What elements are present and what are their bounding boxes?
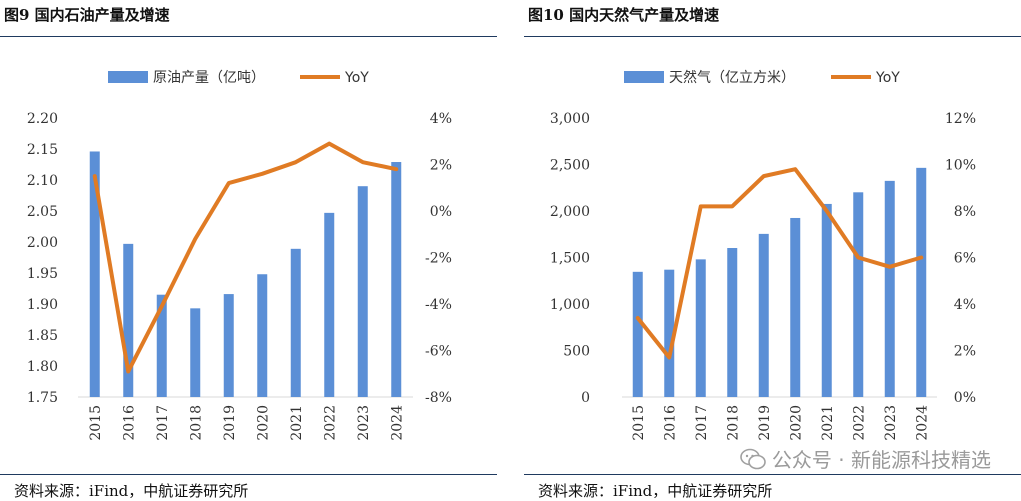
gas-chart-title: 图10 国内天然气产量及增速: [528, 6, 720, 24]
gas-yoy-line: [635, 167, 924, 360]
gas-bar: [916, 167, 927, 397]
oil-category-label: 2022: [322, 405, 338, 441]
gas-category-label: 2021: [820, 405, 836, 441]
gas-right-tick-label: 4%: [954, 297, 976, 313]
oil-left-tick-label: 1.80: [27, 359, 58, 375]
oil-bar: [123, 243, 134, 397]
oil-bar: [357, 186, 368, 397]
oil-bar: [190, 308, 201, 397]
oil-category-label: 2015: [88, 405, 104, 441]
oil-left-tick-label: 1.75: [27, 390, 58, 406]
gas-bar: [853, 192, 864, 397]
gas-bottom-divider: [524, 474, 1021, 475]
gas-category-label: 2015: [631, 405, 647, 441]
gas-right-tick-label: 12%: [945, 111, 976, 127]
oil-left-tick-label: 2.10: [27, 173, 58, 189]
oil-category-label: 2020: [255, 405, 271, 441]
oil-bar: [223, 294, 234, 397]
gas-bar: [790, 217, 801, 397]
oil-right-tick-label: -4%: [425, 297, 452, 313]
oil-bar: [156, 294, 167, 397]
gas-category-label: 2018: [725, 405, 741, 441]
gas-bar: [758, 233, 769, 397]
wechat-icon: [740, 448, 766, 475]
gas-legend-bar-label: 天然气（亿立方米）: [669, 69, 795, 86]
oil-title-divider: [0, 36, 497, 37]
gas-bar: [664, 269, 675, 397]
gas-chart-panel: 图10 国内天然气产量及增速 天然气（亿立方米） YoY 3,000 2,500 2,0…: [524, 0, 1021, 501]
gas-legend-bar-swatch: [624, 71, 664, 83]
oil-bar: [257, 274, 268, 397]
oil-category-label: 2021: [289, 405, 305, 441]
oil-category-label: 2017: [155, 405, 171, 441]
gas-bar: [727, 248, 738, 397]
gas-left-tick-label: 1,000: [550, 297, 590, 313]
oil-category-label: 2024: [389, 405, 405, 441]
oil-category-label: 2018: [188, 405, 204, 441]
gas-category-label: 2017: [694, 405, 710, 441]
oil-left-tick-label: 1.85: [27, 328, 58, 344]
gas-left-tick-label: 2,000: [550, 204, 590, 220]
oil-category-label: 2019: [222, 405, 238, 441]
oil-left-tick-label: 2.00: [27, 235, 58, 251]
gas-bar: [695, 259, 706, 397]
oil-left-tick-label: 2.05: [27, 204, 58, 220]
gas-category-label: 2023: [883, 405, 899, 441]
gas-right-tick-label: 8%: [954, 204, 976, 220]
gas-bar: [632, 271, 643, 397]
oil-chart-title: 图9 国内石油产量及增速: [4, 6, 170, 24]
oil-bar: [324, 212, 335, 397]
gas-left-tick-label: 2,500: [550, 158, 590, 174]
oil-category-label: 2023: [356, 405, 372, 441]
oil-bar: [391, 162, 402, 397]
gas-bar: [884, 180, 895, 397]
oil-left-tick-label: 1.95: [27, 266, 58, 282]
oil-right-tick-label: 0%: [430, 204, 452, 220]
gas-legend: 天然气（亿立方米） YoY: [624, 69, 900, 86]
oil-legend-bar-swatch: [108, 71, 148, 83]
gas-legend-line-label: YoY: [875, 70, 900, 86]
oil-bar: [89, 151, 100, 397]
gas-category-label: 2016: [662, 405, 678, 441]
gas-right-tick-label: 2%: [954, 344, 976, 360]
gas-right-tick-label: 10%: [945, 158, 976, 174]
gas-left-tick-label: 3,000: [550, 111, 590, 127]
oil-right-tick-label: 4%: [430, 111, 452, 127]
oil-legend-line-label: YoY: [344, 70, 369, 86]
oil-right-tick-label: -2%: [425, 251, 452, 267]
oil-chart-panel: 图9 国内石油产量及增速 原油产量（亿吨） YoY 2.20 2.15 2.10 2.05…: [0, 0, 497, 501]
gas-category-label: 2022: [851, 405, 867, 441]
oil-chart-svg: 原油产量（亿吨） YoY 2.20 2.15 2.10 2.05 2.00 1.95 1.90 1…: [27, 70, 452, 441]
oil-left-tick-label: 2.20: [27, 111, 58, 127]
gas-title-divider: [524, 36, 1021, 37]
oil-right-tick-label: -6%: [425, 344, 452, 360]
gas-category-label: 2024: [914, 405, 930, 441]
oil-legend-bar-label: 原油产量（亿吨）: [153, 70, 265, 86]
gas-category-label: 2019: [757, 405, 773, 441]
oil-left-tick-label: 1.90: [27, 297, 58, 313]
gas-source-note: 资料来源：iFind，中航证券研究所: [538, 482, 773, 500]
oil-right-tick-label: -8%: [425, 390, 452, 406]
gas-left-tick-label: 0: [581, 390, 590, 406]
gas-category-label: 2020: [788, 405, 804, 441]
oil-yoy-line: [92, 141, 399, 374]
oil-left-tick-label: 2.15: [27, 142, 58, 158]
gas-chart-svg: 天然气（亿立方米） YoY 3,000 2,500 2,000 1,500 1,000 500…: [550, 69, 976, 441]
gas-bar: [821, 203, 832, 397]
watermark-text: 公众号 · 新能源科技精选: [771, 448, 991, 472]
gas-right-tick-label: 6%: [954, 251, 976, 267]
oil-bar: [290, 248, 301, 397]
gas-right-tick-label: 0%: [954, 390, 976, 406]
oil-right-tick-label: 2%: [430, 158, 452, 174]
watermark: 公众号 · 新能源科技精选: [740, 444, 991, 475]
gas-left-tick-label: 1,500: [550, 251, 590, 267]
oil-category-label: 2016: [121, 405, 137, 441]
gas-left-tick-label: 500: [563, 344, 590, 360]
oil-bottom-divider: [0, 474, 497, 475]
oil-legend: 原油产量（亿吨） YoY: [108, 70, 369, 86]
oil-source-note: 资料来源：iFind，中航证券研究所: [14, 482, 249, 500]
